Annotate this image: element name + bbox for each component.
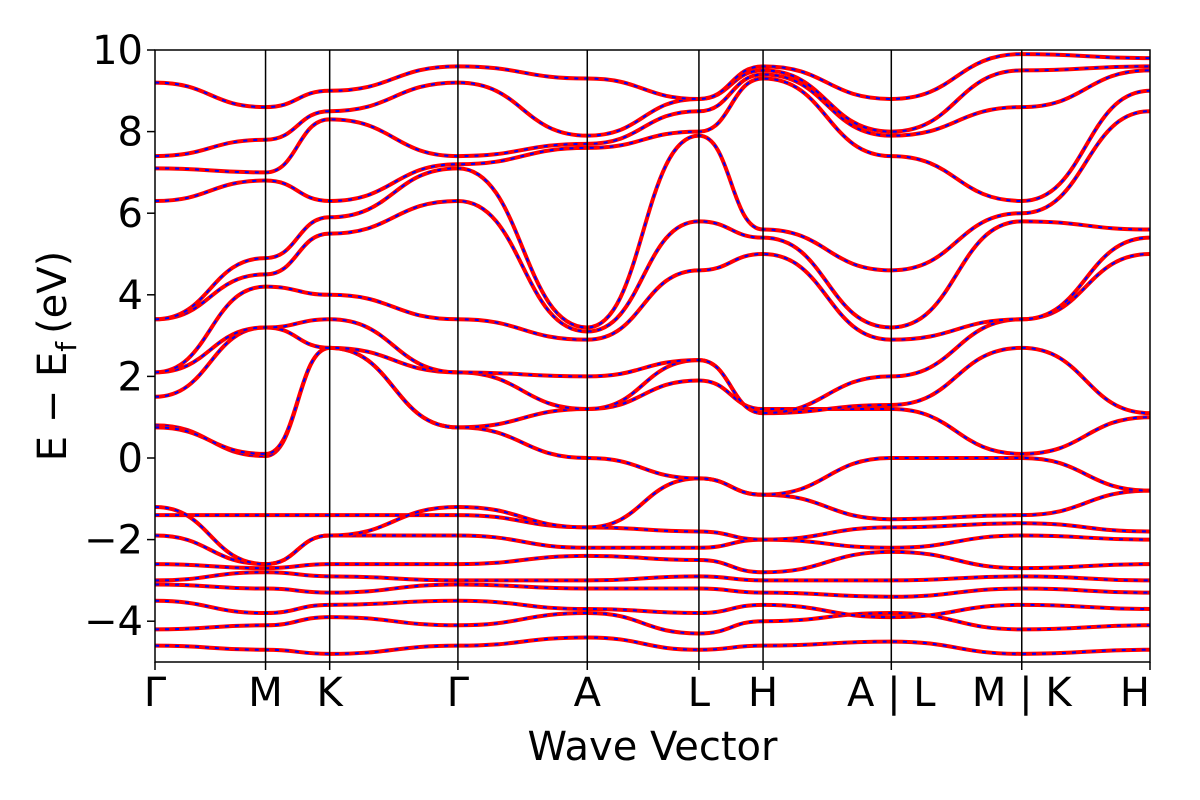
x-tick-label: Γ <box>447 670 470 716</box>
band-line-wannier-3 <box>155 583 1150 598</box>
x-tick-label: H <box>1120 670 1150 716</box>
y-tick-label: 6 <box>118 191 143 237</box>
y-tick-label: −4 <box>84 599 143 645</box>
x-tick-label: K <box>317 670 345 716</box>
band-line-dft-8 <box>155 476 1150 567</box>
band-line-dft-19 <box>155 52 1150 110</box>
band-line-dft-14 <box>155 198 1150 334</box>
x-axis-label: Wave Vector <box>528 724 779 770</box>
band-line-dft-4 <box>155 570 1150 583</box>
band-line-wannier-19 <box>155 53 1150 109</box>
band-line-wannier-0 <box>155 636 1150 655</box>
x-tick-label: Γ <box>144 670 167 716</box>
band-line-dft-3 <box>155 582 1150 599</box>
band-line-dft-9 <box>155 345 1150 497</box>
y-tick-label: 2 <box>118 354 143 400</box>
y-axis-ticks: −4 −2 0 2 4 6 8 10 <box>84 28 155 645</box>
band-line-wannier-12 <box>155 253 1150 415</box>
band-line-wannier-14 <box>155 199 1150 333</box>
band-line-wannier-13 <box>155 236 1150 374</box>
band-line-wannier-18 <box>155 65 1150 158</box>
y-axis-label: E − Ef (eV) <box>30 251 83 462</box>
band-line-wannier-1 <box>155 612 1150 635</box>
x-tick-label: M <box>248 670 283 716</box>
band-line-wannier-15 <box>155 110 1150 329</box>
band-line-wannier-8 <box>155 477 1150 566</box>
band-lines <box>155 52 1150 656</box>
y-tick-label: 0 <box>118 436 143 482</box>
band-line-dft-11 <box>155 325 1150 416</box>
band-line-wannier-4 <box>155 571 1150 582</box>
y-tick-label: −2 <box>84 518 143 564</box>
y-axis-label-subscript: f <box>50 341 83 352</box>
band-line-dft-0 <box>155 635 1150 656</box>
x-tick-label: A <box>574 670 602 716</box>
y-axis-label-unit: (eV) <box>30 251 76 334</box>
band-line-wannier-7 <box>155 514 1150 541</box>
x-tick-label: L <box>688 670 711 716</box>
high-symmetry-lines <box>264 50 1023 662</box>
band-line-wannier-10 <box>155 346 1150 455</box>
x-tick-label: A | L <box>847 670 936 716</box>
band-line-wannier-5 <box>155 550 1150 574</box>
band-line-dft-1 <box>155 611 1150 636</box>
band-line-wannier-17 <box>155 69 1150 174</box>
y-tick-label: 8 <box>118 110 143 156</box>
band-line-dft-2 <box>155 598 1150 620</box>
band-line-wannier-16 <box>155 77 1150 202</box>
x-tick-label: M | K <box>972 670 1073 716</box>
plot-frame <box>154 49 1151 663</box>
x-tick-label: H <box>748 670 778 716</box>
band-line-wannier-2 <box>155 599 1150 619</box>
y-tick-label: 10 <box>92 28 143 74</box>
band-line-dft-5 <box>155 549 1150 575</box>
y-axis-label-main: E − E <box>30 352 76 462</box>
band-line-wannier-11 <box>155 326 1150 415</box>
y-tick-label: 4 <box>118 273 143 319</box>
